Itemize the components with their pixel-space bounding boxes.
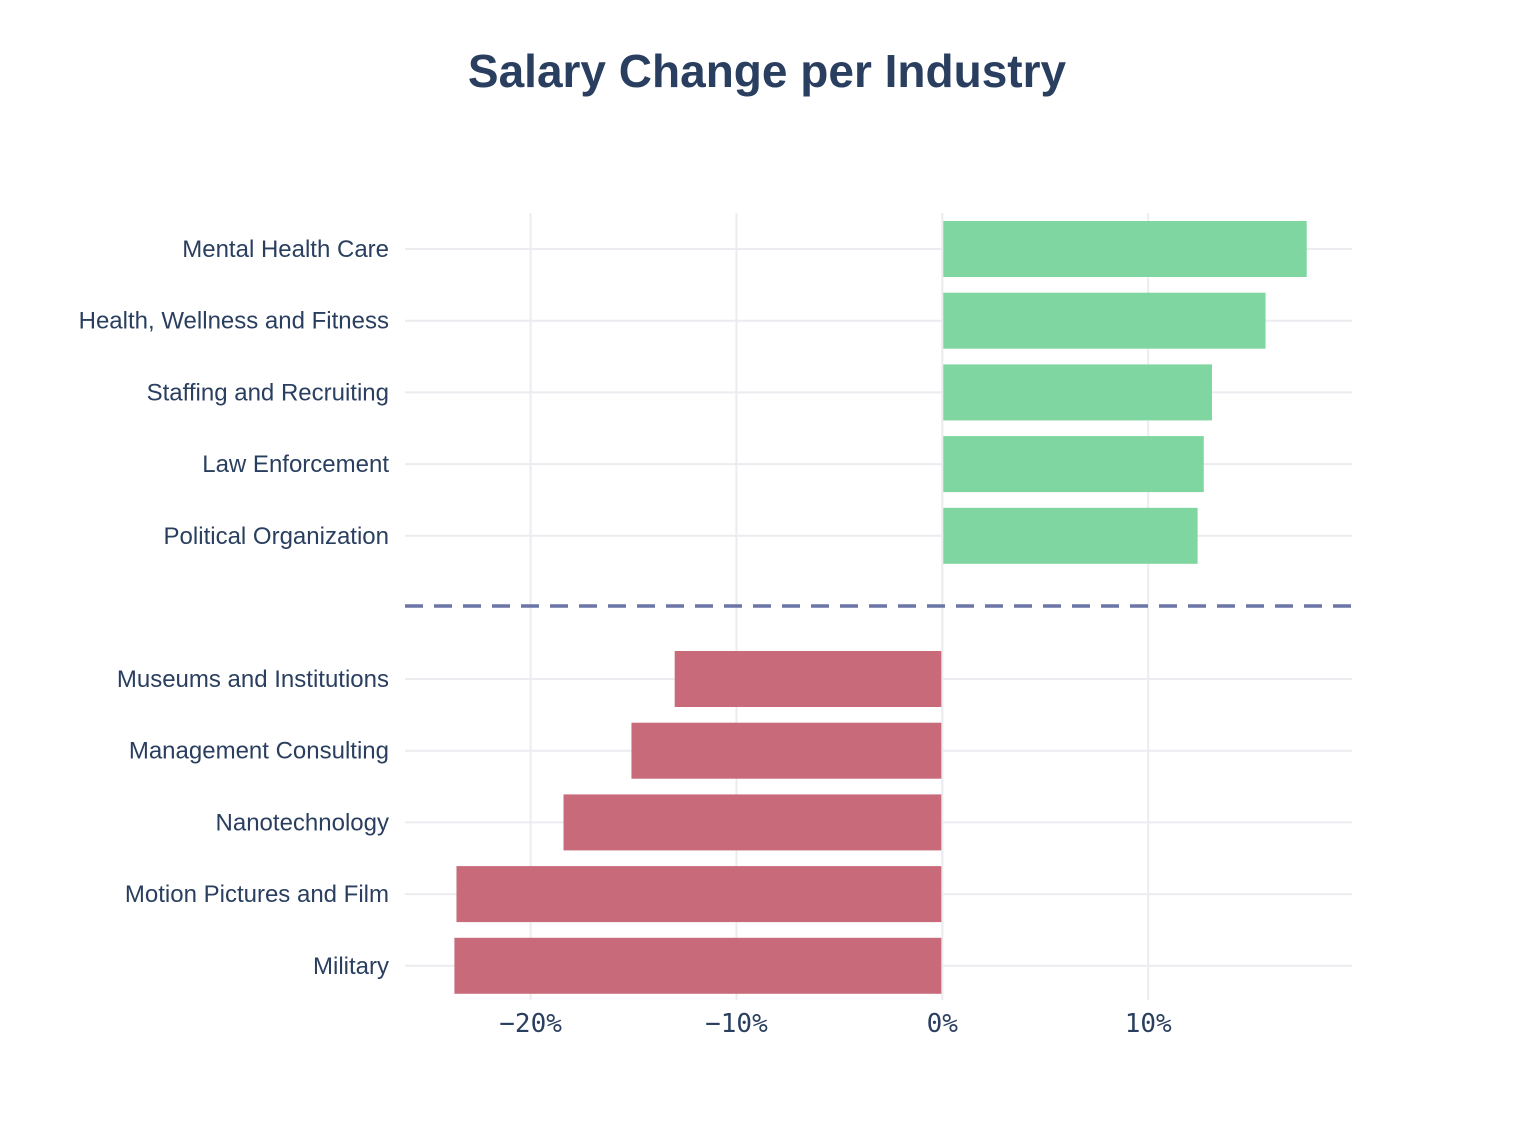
bar-mental-health-care (942, 221, 1307, 277)
x-tick-label: −10% (705, 1009, 768, 1039)
bar-law-enforcement (942, 436, 1204, 493)
bar-military (454, 937, 943, 994)
category-label: Health, Wellness and Fitness (79, 308, 389, 335)
bar-health-wellness-and-fitness (942, 292, 1266, 349)
chart-title: Salary Change per Industry (468, 45, 1067, 97)
category-label: Mental Health Care (182, 236, 389, 263)
category-label: Nanotechnology (216, 809, 389, 836)
category-label: Military (313, 953, 389, 980)
bars (454, 213, 1307, 1000)
bar-motion-pictures-and-film (456, 866, 943, 923)
category-label: Museums and Institutions (117, 666, 389, 693)
category-label: Law Enforcement (202, 451, 389, 478)
bar-nanotechnology (563, 794, 943, 851)
bar-management-consulting (631, 722, 943, 779)
bar-staffing-and-recruiting (942, 364, 1213, 421)
category-label: Motion Pictures and Film (125, 881, 389, 908)
category-label: Staffing and Recruiting (147, 379, 389, 406)
x-axis-ticks: −20% −10% 0% 10% (499, 1009, 1172, 1039)
bar-political-organization (942, 507, 1198, 564)
bar-museums-and-institutions (674, 651, 943, 707)
category-labels: Mental Health Care Health, Wellness and F… (79, 236, 390, 980)
category-label: Management Consulting (129, 738, 389, 765)
x-tick-label: 0% (927, 1009, 959, 1039)
x-tick-label: 10% (1125, 1009, 1172, 1039)
category-label: Political Organization (164, 523, 389, 550)
x-tick-label: −20% (499, 1009, 562, 1039)
